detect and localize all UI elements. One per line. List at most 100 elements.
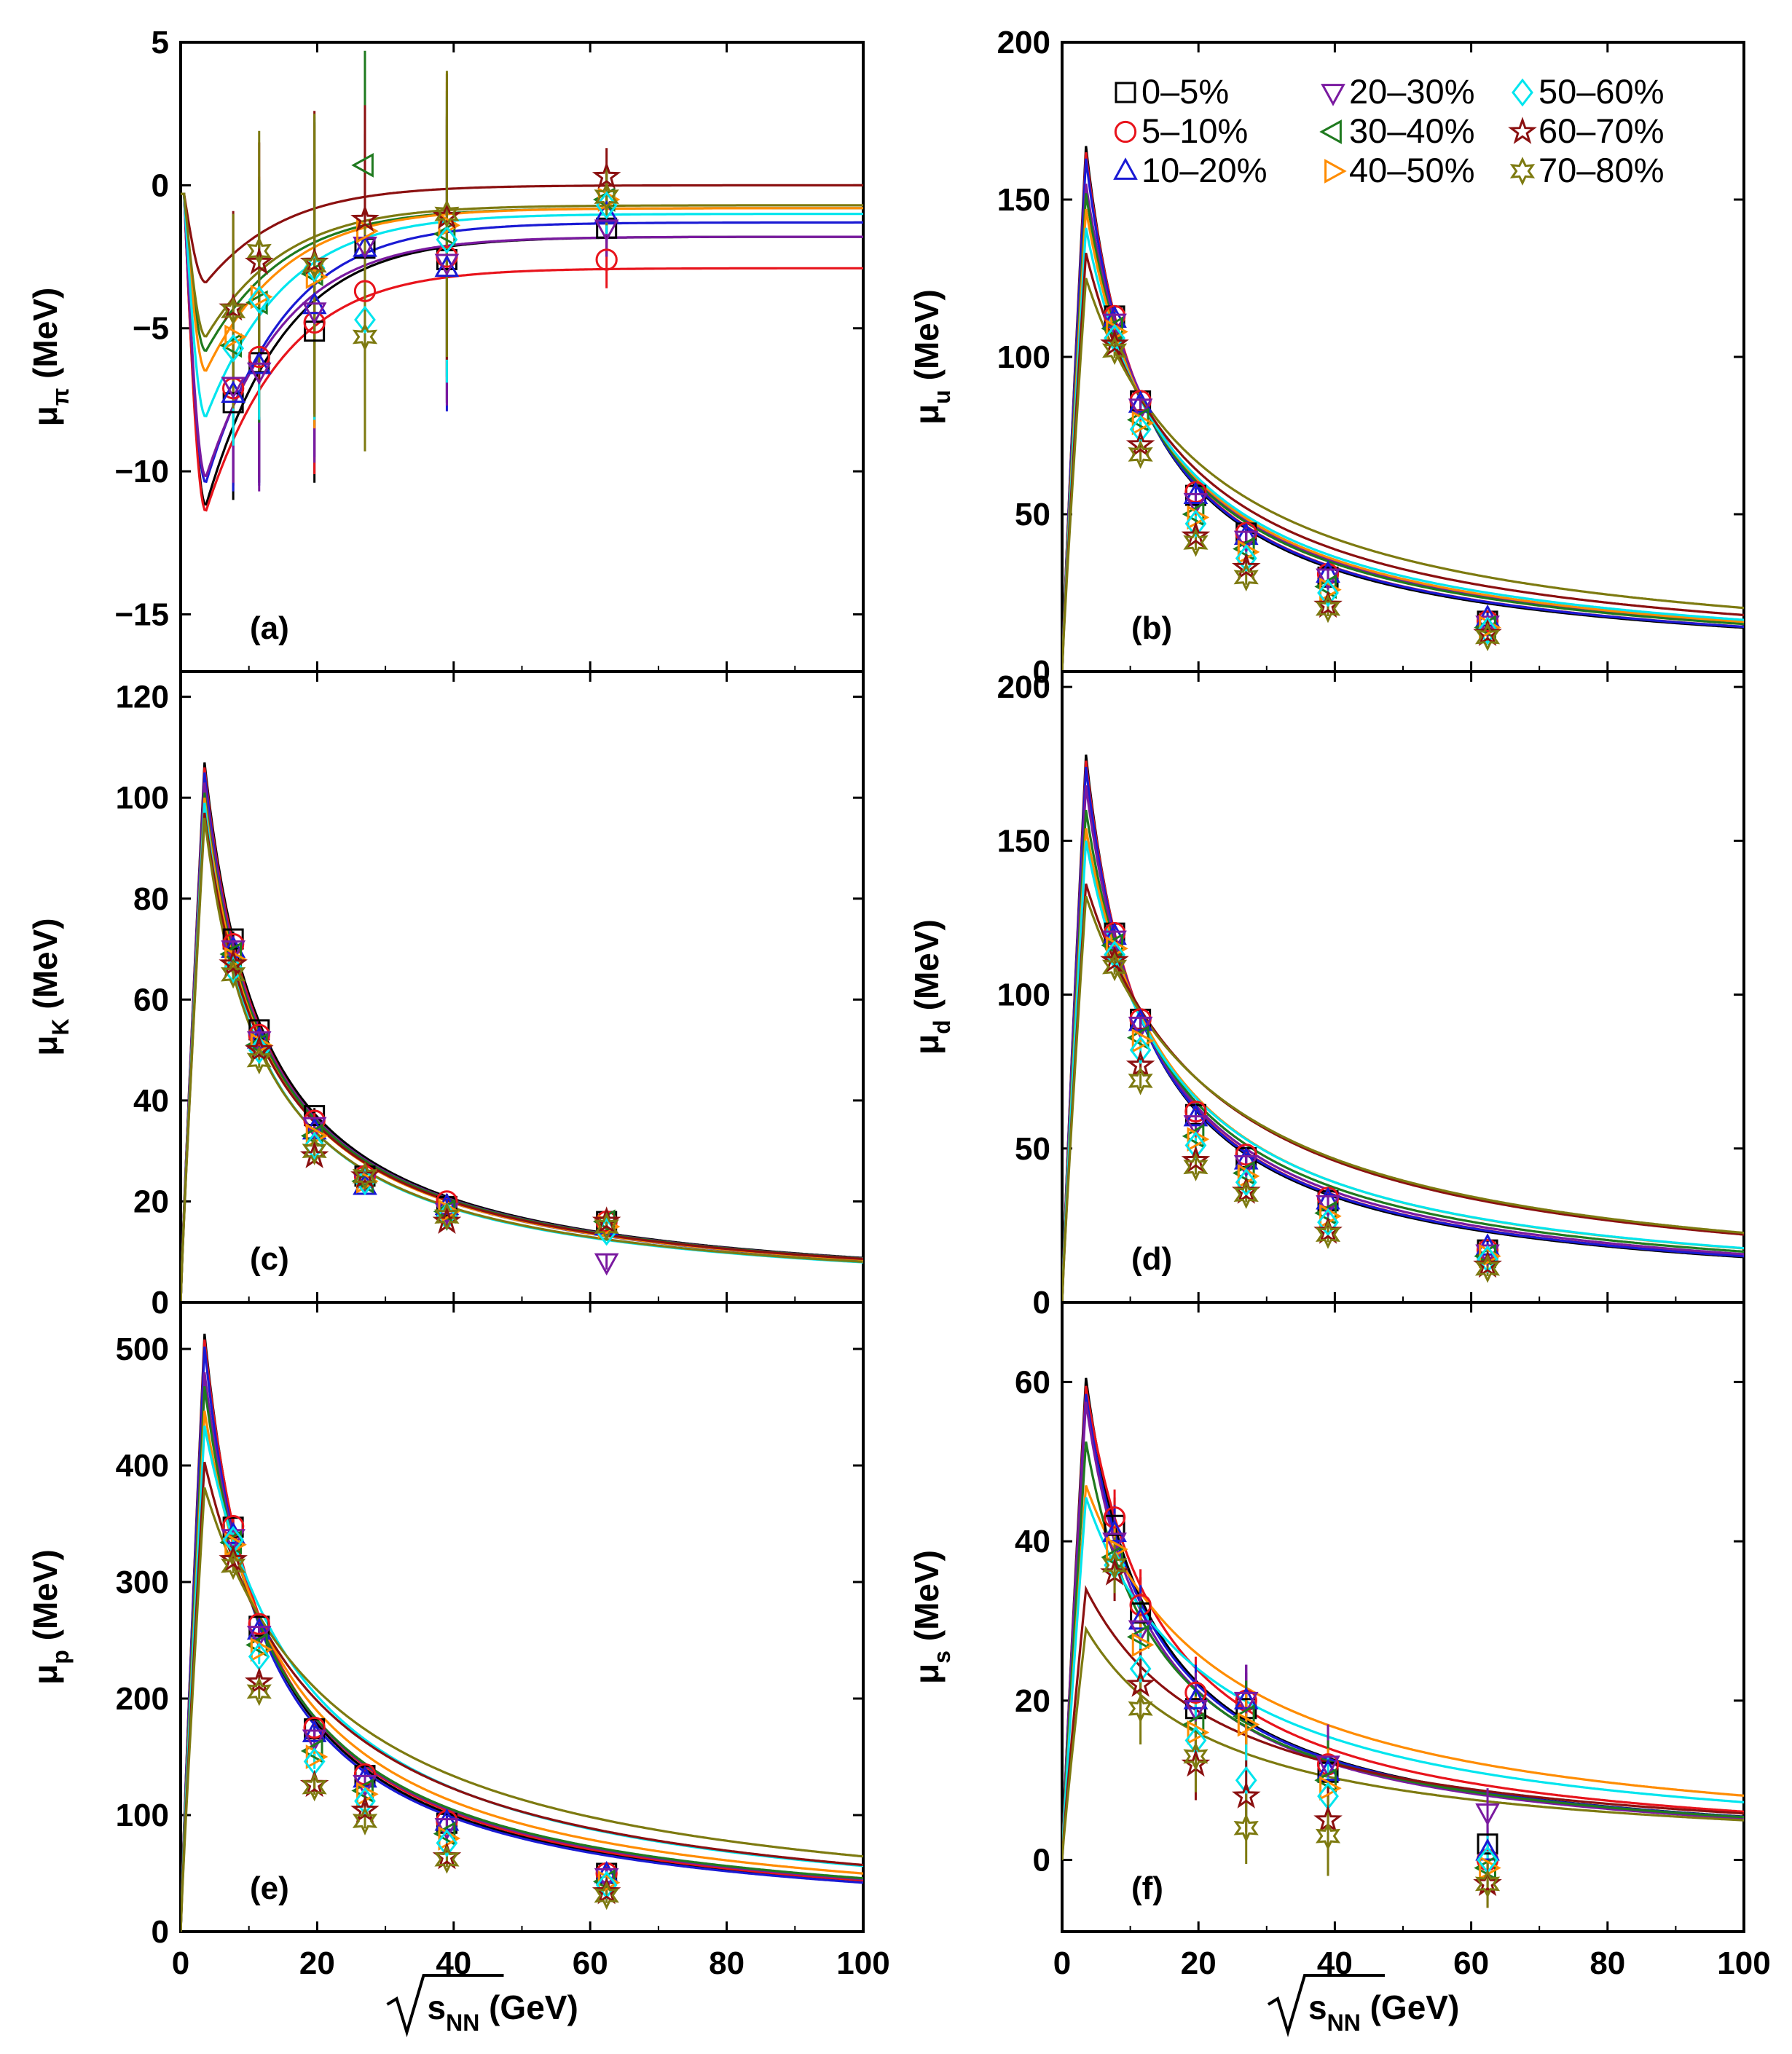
marker-triangle-right bbox=[1131, 1632, 1155, 1658]
fit-line-2 bbox=[1062, 760, 1744, 1302]
marker-square bbox=[1184, 1698, 1206, 1720]
marker-star5 bbox=[1181, 1145, 1211, 1173]
fit-line-5 bbox=[1062, 1441, 1744, 1860]
marker-triangle-down bbox=[594, 219, 619, 242]
y-tick-label: 50 bbox=[1015, 1131, 1050, 1167]
marker-triangle-down bbox=[594, 1253, 619, 1276]
marker-star5 bbox=[219, 949, 248, 977]
sqrt-sign bbox=[386, 1974, 504, 2037]
marker-square bbox=[1235, 1698, 1257, 1720]
y-tick-label: 0 bbox=[152, 1914, 169, 1950]
fit-line-4 bbox=[1062, 785, 1744, 1302]
fit-line-7 bbox=[181, 802, 863, 1302]
fit-line-9 bbox=[1062, 895, 1744, 1302]
y-tick-label: 50 bbox=[1015, 497, 1050, 532]
marker-circle bbox=[248, 345, 270, 369]
legend-item: 60–70% bbox=[1508, 111, 1665, 150]
fit-line-8 bbox=[181, 184, 863, 283]
fit-line-9 bbox=[181, 817, 863, 1302]
marker-diamond bbox=[354, 1787, 376, 1816]
x-axis-label-text: sNN (GeV) bbox=[428, 1988, 578, 2036]
marker-diamond bbox=[436, 225, 458, 254]
marker-circle bbox=[1103, 1506, 1126, 1529]
fit-line-7 bbox=[1062, 227, 1744, 672]
marker-star5 bbox=[1473, 618, 1502, 647]
marker-star6 bbox=[302, 251, 327, 280]
legend-marker-star5 bbox=[1508, 117, 1537, 144]
fit-line-3 bbox=[181, 1346, 863, 1932]
y-tick-label: −5 bbox=[133, 311, 169, 347]
fit-line-3 bbox=[181, 772, 863, 1302]
marker-star5 bbox=[592, 161, 621, 189]
marker-triangle-right bbox=[356, 1782, 379, 1807]
marker-star6 bbox=[221, 1551, 246, 1581]
marker-star5 bbox=[244, 247, 274, 275]
legend-marker-circle bbox=[1114, 120, 1137, 143]
x-tick-label: 100 bbox=[1717, 1945, 1770, 1981]
legend-marker-square bbox=[1115, 82, 1136, 103]
data-points bbox=[219, 50, 621, 500]
marker-star6 bbox=[594, 1881, 619, 1911]
fit-curves bbox=[181, 184, 863, 512]
fit-line-1 bbox=[1062, 1377, 1744, 1860]
legend-marker-triangle-left bbox=[1319, 119, 1342, 144]
marker-triangle-up bbox=[1102, 1519, 1127, 1543]
x-tick-label: 0 bbox=[172, 1945, 189, 1981]
marker-star6 bbox=[1315, 594, 1341, 623]
marker-triangle-left bbox=[351, 1778, 374, 1803]
fit-line-7 bbox=[1062, 841, 1744, 1302]
marker-triangle-up bbox=[221, 380, 245, 403]
y-axis-label: μπ (MeV) bbox=[26, 288, 74, 427]
x-axis-label: sNN (GeV) bbox=[386, 1974, 578, 2037]
marker-star6 bbox=[434, 1202, 460, 1232]
marker-circle bbox=[353, 280, 377, 302]
y-tick-label: −10 bbox=[114, 454, 169, 489]
marker-star6 bbox=[1128, 1066, 1153, 1095]
marker-diamond bbox=[1184, 1131, 1207, 1160]
marker-triangle-right bbox=[1237, 1712, 1260, 1737]
legend-label: 70–80% bbox=[1538, 151, 1665, 189]
legend-marker-triangle-right bbox=[1324, 159, 1347, 184]
marker-triangle-left bbox=[245, 1632, 268, 1658]
plot-frame bbox=[179, 670, 865, 1304]
y-tick-label: 20 bbox=[1015, 1683, 1050, 1719]
fit-line-2 bbox=[1062, 1385, 1744, 1860]
panel-tag: (b) bbox=[1131, 610, 1172, 646]
marker-star6 bbox=[594, 1212, 619, 1241]
fit-curves bbox=[181, 762, 863, 1302]
y-tick-label: 0 bbox=[1033, 654, 1050, 690]
legend-label: 50–60% bbox=[1538, 72, 1665, 111]
y-tick-label: 400 bbox=[116, 1448, 169, 1484]
marker-star6 bbox=[1183, 1742, 1209, 1771]
data-points bbox=[1100, 304, 1502, 652]
marker-star5 bbox=[1100, 328, 1129, 357]
legend-item: 40–50% bbox=[1324, 151, 1475, 189]
marker-star6 bbox=[1474, 1254, 1501, 1283]
legend-marker-diamond bbox=[1512, 78, 1533, 107]
panel-tag: (c) bbox=[250, 1241, 289, 1277]
fit-line-1 bbox=[1062, 754, 1744, 1302]
marker-triangle-down bbox=[1183, 492, 1209, 516]
legend-label: 40–50% bbox=[1349, 151, 1475, 189]
marker-star6 bbox=[1233, 1814, 1259, 1843]
marker-diamond bbox=[595, 191, 618, 220]
marker-diamond bbox=[1477, 1245, 1498, 1274]
y-tick-label: 40 bbox=[133, 1083, 169, 1119]
marker-star6 bbox=[352, 322, 378, 352]
marker-triangle-down bbox=[1128, 1620, 1153, 1643]
y-tick-label: 100 bbox=[997, 339, 1050, 375]
marker-star6 bbox=[246, 1045, 272, 1075]
marker-square bbox=[1317, 1190, 1339, 1212]
marker-triangle-up bbox=[1233, 1687, 1259, 1709]
marker-triangle-down bbox=[1233, 1155, 1259, 1178]
marker-triangle-left bbox=[1474, 1855, 1496, 1881]
fit-line-2 bbox=[181, 1339, 863, 1932]
marker-diamond bbox=[1235, 544, 1257, 572]
chart-panel-c: 0 20 40 60 80 100 120 μK (MeV) (c) bbox=[26, 670, 865, 1321]
y-axis-label: μu (MeV) bbox=[908, 289, 955, 425]
data-points bbox=[1100, 921, 1502, 1283]
panel-tag: (e) bbox=[250, 1870, 289, 1906]
legend-label: 5–10% bbox=[1141, 111, 1248, 150]
